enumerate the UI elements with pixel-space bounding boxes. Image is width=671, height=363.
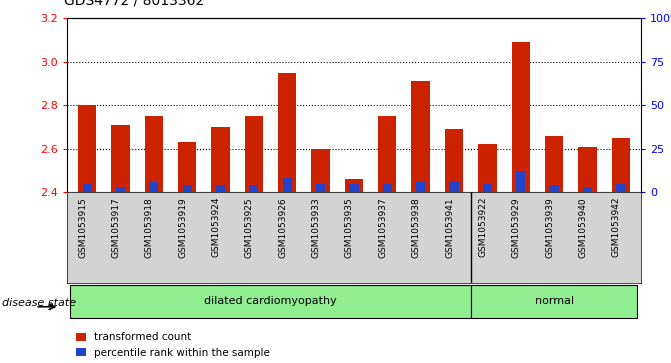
Text: GSM1053938: GSM1053938 <box>412 197 421 258</box>
Bar <box>550 185 559 192</box>
Bar <box>111 125 130 192</box>
Text: GSM1053925: GSM1053925 <box>245 197 254 258</box>
Bar <box>145 116 163 192</box>
Bar <box>578 147 597 192</box>
Bar <box>583 187 592 192</box>
Bar <box>211 127 229 192</box>
Text: GSM1053917: GSM1053917 <box>111 197 121 258</box>
Bar <box>445 129 463 192</box>
Text: GSM1053915: GSM1053915 <box>78 197 87 258</box>
Text: GSM1053922: GSM1053922 <box>478 197 487 257</box>
Text: GSM1053941: GSM1053941 <box>445 197 454 258</box>
Bar <box>545 136 563 192</box>
Bar <box>116 187 125 192</box>
Bar <box>450 182 458 192</box>
Bar <box>78 105 96 192</box>
Bar <box>216 185 225 192</box>
Text: GSM1053940: GSM1053940 <box>578 197 587 258</box>
Text: GSM1053926: GSM1053926 <box>278 197 287 258</box>
Bar <box>70 285 470 318</box>
Text: GSM1053933: GSM1053933 <box>311 197 321 258</box>
Bar <box>382 184 392 192</box>
Bar <box>350 184 358 192</box>
Bar <box>516 171 525 192</box>
Text: dilated cardiomyopathy: dilated cardiomyopathy <box>204 296 337 306</box>
Bar <box>178 142 197 192</box>
Bar <box>616 184 625 192</box>
Bar <box>250 185 258 192</box>
Bar <box>183 185 192 192</box>
Bar <box>378 116 397 192</box>
Bar <box>483 184 492 192</box>
Bar <box>478 144 497 192</box>
Text: GSM1053924: GSM1053924 <box>211 197 221 257</box>
Text: GSM1053918: GSM1053918 <box>145 197 154 258</box>
Bar <box>345 179 363 192</box>
Bar <box>612 138 630 192</box>
Bar <box>411 81 430 192</box>
Text: GDS4772 / 8013362: GDS4772 / 8013362 <box>64 0 205 8</box>
Text: GSM1053919: GSM1053919 <box>178 197 187 258</box>
Bar <box>316 184 325 192</box>
Text: GSM1053929: GSM1053929 <box>512 197 521 258</box>
Bar <box>278 73 297 192</box>
Text: GSM1053937: GSM1053937 <box>378 197 387 258</box>
Bar <box>311 149 329 192</box>
Bar <box>149 182 158 192</box>
Text: disease state: disease state <box>2 298 76 308</box>
Legend: transformed count, percentile rank within the sample: transformed count, percentile rank withi… <box>72 328 274 362</box>
Text: GSM1053942: GSM1053942 <box>612 197 621 257</box>
Bar <box>416 182 425 192</box>
Text: GSM1053939: GSM1053939 <box>545 197 554 258</box>
Bar <box>282 179 292 192</box>
Bar <box>470 285 637 318</box>
Bar <box>245 116 263 192</box>
Bar <box>511 42 530 192</box>
Bar <box>83 184 92 192</box>
Text: normal: normal <box>535 296 574 306</box>
Text: GSM1053935: GSM1053935 <box>345 197 354 258</box>
